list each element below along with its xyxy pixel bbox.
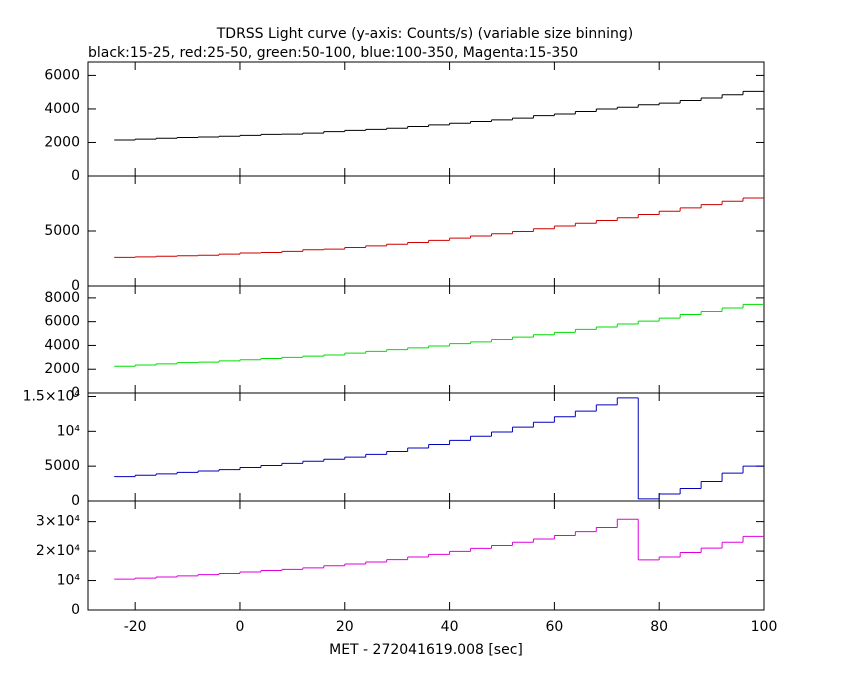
y-tick-label: 1.5×10⁴: [23, 388, 81, 404]
x-tick-label: 80: [650, 619, 668, 635]
panel-frame: [87, 500, 765, 611]
x-tick-label: 60: [545, 619, 563, 635]
y-tick-label: 0: [71, 168, 80, 184]
y-tick-label: 3×10⁴: [36, 514, 80, 530]
x-tick-label: -20: [124, 619, 147, 635]
y-tick-label: 0: [71, 278, 80, 294]
y-tick-label: 10⁴: [57, 423, 81, 439]
chart-title: TDRSS Light curve (y-axis: Counts/s) (va…: [216, 26, 634, 42]
x-axis-label: MET - 272041619.008 [sec]: [329, 642, 523, 658]
y-tick-label: 4000: [44, 101, 80, 117]
y-tick-label: 10⁴: [57, 573, 81, 589]
x-tick-label: 20: [336, 619, 354, 635]
y-tick-label: 6000: [44, 67, 80, 83]
y-tick-label: 6000: [44, 314, 80, 330]
y-tick-label: 0: [71, 493, 80, 509]
y-tick-label: 0: [71, 602, 80, 618]
chart-subtitle: black:15-25, red:25-50, green:50-100, bl…: [88, 45, 578, 61]
y-tick-label: 2000: [44, 361, 80, 377]
y-tick-label: 8000: [44, 290, 80, 306]
y-tick-label: 5000: [44, 223, 80, 239]
x-tick-label: 0: [236, 619, 245, 635]
y-tick-label: 5000: [44, 458, 80, 474]
y-tick-label: 4000: [44, 337, 80, 353]
y-tick-label: 0: [71, 385, 80, 401]
x-tick-label: 40: [441, 619, 459, 635]
y-tick-label: 2×10⁴: [36, 543, 80, 559]
x-tick-label: 100: [751, 619, 778, 635]
y-tick-label: 2000: [44, 134, 80, 150]
